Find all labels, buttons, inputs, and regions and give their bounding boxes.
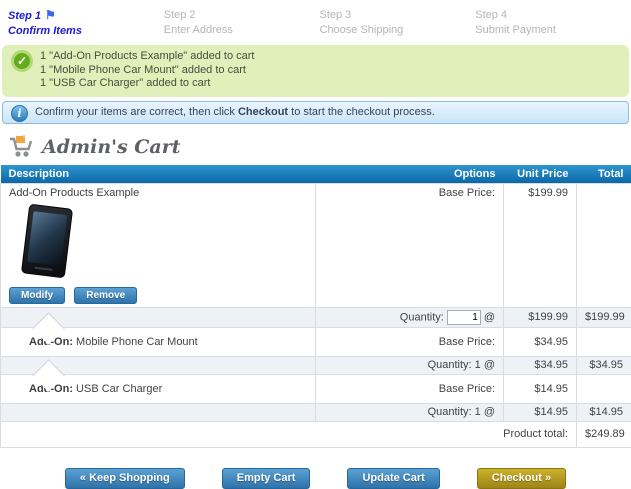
update-cart-button[interactable]: Update Cart — [347, 468, 439, 489]
step-1-confirm-items: Step 1 ⚑ Confirm Items — [8, 8, 164, 39]
addon-row-usb-car-charger: Add-On: USB Car Charger Base Price: $14.… — [1, 374, 631, 403]
info-icon: i — [11, 105, 28, 122]
step-label: Enter Address — [164, 24, 233, 36]
step-number: Step 4 — [475, 9, 507, 21]
product-row: Add-On Products Example Modify Remove Ba… — [1, 183, 631, 307]
flag-icon: ⚑ — [45, 8, 56, 22]
empty-cell — [577, 374, 631, 403]
addon-row-mobile-phone-car-mount: Add-On: Mobile Phone Car Mount Base Pric… — [1, 327, 631, 356]
cart-header: Admin's Cart — [0, 130, 631, 165]
quantity-input[interactable] — [447, 310, 481, 325]
empty-cell — [577, 183, 631, 307]
keep-shopping-button[interactable]: « Keep Shopping — [65, 468, 185, 489]
added-to-cart-alert: ✓ 1 "Add-On Products Example" added to c… — [2, 45, 629, 97]
column-header-options: Options — [316, 165, 504, 184]
addon-quantity-row: Quantity: 1 @ $14.95 $14.95 — [1, 403, 631, 421]
addon-description-cell: Add-On: USB Car Charger — [1, 374, 316, 403]
step-2-enter-address: Step 2 Enter Address — [164, 8, 320, 39]
modify-button[interactable]: Modify — [9, 287, 65, 304]
addon-name: Mobile Phone Car Mount — [76, 336, 198, 348]
column-header-total: Total — [577, 165, 631, 184]
column-header-description: Description — [1, 165, 316, 184]
at-symbol: @ — [484, 311, 495, 323]
base-price-label: Base Price: — [316, 183, 504, 307]
table-header-row: Description Options Unit Price Total — [1, 165, 631, 184]
step-3-choose-shipping: Step 3 Choose Shipping — [320, 8, 476, 39]
line-total: $199.99 — [577, 307, 631, 327]
base-price-label: Base Price: — [316, 374, 504, 403]
checkout-button[interactable]: Checkout » — [477, 468, 566, 489]
check-icon: ✓ — [11, 50, 33, 72]
product-quantity-row: Quantity: @ $199.99 $199.99 — [1, 307, 631, 327]
addon-quantity-row: Quantity: 1 @ $34.95 $34.95 — [1, 356, 631, 374]
step-number: Step 1 — [8, 10, 41, 22]
cart-table: Description Options Unit Price Total Add… — [0, 165, 631, 448]
base-price-label: Base Price: — [316, 327, 504, 356]
addon-name: USB Car Charger — [76, 383, 162, 395]
quantity-label: Quantity: — [400, 311, 444, 323]
base-price-value: $14.95 — [504, 374, 577, 403]
added-item-message: 1 "Mobile Phone Car Mount" added to cart — [40, 64, 619, 78]
column-header-unit-price: Unit Price — [504, 165, 577, 184]
step-label: Confirm Items — [8, 25, 82, 37]
phone-speaker — [35, 266, 53, 270]
base-price-value: $199.99 — [504, 183, 577, 307]
qty-unit-price: $14.95 — [504, 403, 577, 421]
product-image-phone — [21, 203, 73, 278]
shopping-cart-icon — [8, 135, 34, 158]
base-price-value: $34.95 — [504, 327, 577, 356]
product-total-value: $249.89 — [577, 421, 631, 447]
phone-screen — [27, 211, 67, 266]
info-text: Confirm your items are correct, then cli… — [35, 106, 235, 118]
product-total-row: Product total: $249.89 — [1, 421, 631, 447]
empty-cell — [577, 327, 631, 356]
info-text: to start the checkout process. — [291, 106, 435, 118]
page-title: Admin's Cart — [42, 136, 181, 158]
step-number: Step 3 — [320, 9, 352, 21]
product-name: Add-On Products Example — [9, 187, 307, 199]
confirm-items-info: i Confirm your items are correct, then c… — [2, 101, 629, 124]
step-4-submit-payment: Step 4 Submit Payment — [475, 8, 631, 39]
added-item-message: 1 "USB Car Charger" added to cart — [40, 77, 619, 91]
empty-cell — [1, 403, 316, 421]
step-number: Step 2 — [164, 9, 196, 21]
step-label: Choose Shipping — [320, 24, 404, 36]
quantity-cell: Quantity: @ — [316, 307, 504, 327]
empty-cart-button[interactable]: Empty Cart — [222, 468, 311, 489]
product-total-label: Product total: — [1, 421, 577, 447]
checkout-steps: Step 1 ⚑ Confirm Items Step 2 Enter Addre… — [0, 0, 631, 44]
line-total: $14.95 — [577, 403, 631, 421]
qty-unit-price: $199.99 — [504, 307, 577, 327]
qty-unit-price: $34.95 — [504, 356, 577, 374]
remove-button[interactable]: Remove — [74, 287, 137, 304]
step-label: Submit Payment — [475, 24, 556, 36]
line-total: $34.95 — [577, 356, 631, 374]
quantity-text: Quantity: 1 @ — [316, 403, 504, 421]
added-item-message: 1 "Add-On Products Example" added to car… — [40, 50, 619, 64]
addon-description-cell: Add-On: Mobile Phone Car Mount — [1, 327, 316, 356]
info-text-bold: Checkout — [238, 106, 288, 118]
product-description-cell: Add-On Products Example Modify Remove — [1, 183, 316, 307]
cart-actions: « Keep Shopping Empty Cart Update Cart C… — [0, 468, 631, 489]
quantity-text: Quantity: 1 @ — [316, 356, 504, 374]
